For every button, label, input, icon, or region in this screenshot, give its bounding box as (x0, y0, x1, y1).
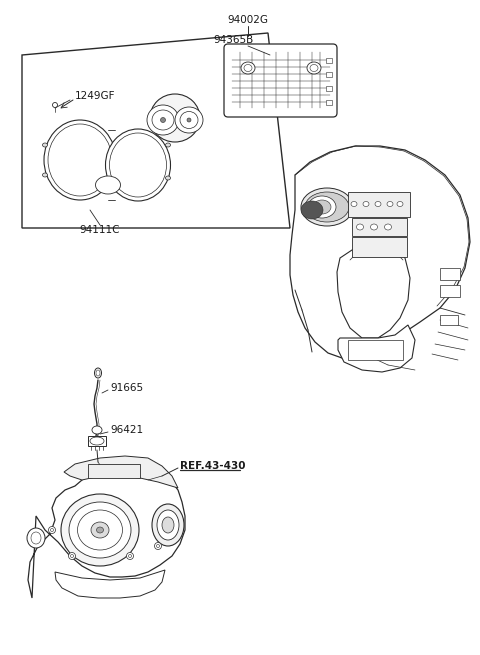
Bar (88, 464, 140, 478)
Ellipse shape (109, 133, 167, 197)
Polygon shape (290, 146, 470, 358)
Ellipse shape (155, 542, 161, 550)
Ellipse shape (175, 107, 203, 133)
Bar (440, 315, 458, 325)
Ellipse shape (301, 188, 353, 226)
Text: 94002G: 94002G (228, 15, 268, 25)
Ellipse shape (91, 522, 109, 538)
Ellipse shape (48, 124, 112, 196)
Text: 94111C: 94111C (80, 225, 120, 235)
Ellipse shape (310, 64, 318, 71)
Ellipse shape (241, 62, 255, 74)
Ellipse shape (96, 370, 100, 376)
Ellipse shape (106, 129, 170, 201)
Ellipse shape (244, 64, 252, 71)
Bar (348, 192, 410, 217)
Ellipse shape (180, 111, 198, 128)
Ellipse shape (307, 62, 321, 74)
Ellipse shape (397, 202, 403, 206)
Bar (352, 218, 407, 236)
Bar (352, 237, 407, 257)
Ellipse shape (375, 202, 381, 206)
Ellipse shape (129, 555, 132, 557)
Ellipse shape (95, 368, 101, 378)
Ellipse shape (92, 426, 102, 434)
Ellipse shape (157, 510, 179, 540)
Bar (440, 268, 460, 280)
Ellipse shape (71, 555, 73, 557)
Ellipse shape (162, 517, 174, 533)
Ellipse shape (384, 224, 392, 230)
Ellipse shape (96, 176, 120, 194)
Ellipse shape (27, 528, 45, 548)
Polygon shape (337, 245, 410, 338)
Ellipse shape (127, 553, 133, 559)
Polygon shape (22, 33, 290, 228)
Ellipse shape (308, 196, 336, 218)
Ellipse shape (351, 202, 357, 206)
Ellipse shape (31, 532, 41, 544)
Ellipse shape (96, 527, 104, 533)
Polygon shape (64, 456, 178, 488)
Ellipse shape (313, 200, 331, 214)
Ellipse shape (301, 201, 323, 219)
Ellipse shape (152, 110, 174, 130)
Polygon shape (55, 570, 165, 598)
Ellipse shape (61, 494, 139, 566)
Text: 1249GF: 1249GF (75, 91, 116, 101)
Ellipse shape (77, 510, 122, 550)
Bar (440, 285, 460, 297)
Ellipse shape (52, 102, 58, 107)
Ellipse shape (156, 544, 159, 548)
Bar (348, 340, 403, 360)
Ellipse shape (147, 105, 179, 135)
Ellipse shape (48, 527, 56, 534)
Ellipse shape (166, 143, 170, 147)
Bar (88, 436, 106, 446)
Bar (326, 100, 332, 105)
Ellipse shape (357, 224, 363, 230)
Ellipse shape (43, 173, 48, 177)
Polygon shape (338, 325, 415, 372)
Ellipse shape (166, 176, 170, 180)
Ellipse shape (387, 202, 393, 206)
Text: 96421: 96421 (110, 425, 143, 435)
Ellipse shape (90, 437, 104, 445)
Ellipse shape (187, 118, 191, 122)
Ellipse shape (50, 529, 53, 531)
Ellipse shape (150, 94, 200, 142)
Ellipse shape (305, 192, 349, 222)
Text: 94365B: 94365B (214, 35, 254, 45)
Ellipse shape (43, 143, 48, 147)
Ellipse shape (371, 224, 377, 230)
Text: REF.43-430: REF.43-430 (180, 461, 245, 471)
Ellipse shape (44, 120, 116, 200)
FancyBboxPatch shape (224, 44, 337, 117)
Ellipse shape (363, 202, 369, 206)
Ellipse shape (152, 504, 184, 546)
Ellipse shape (69, 502, 131, 558)
Ellipse shape (160, 117, 166, 122)
Bar (326, 72, 332, 77)
Polygon shape (28, 462, 185, 598)
Ellipse shape (69, 553, 75, 559)
Bar (326, 86, 332, 91)
Text: 91665: 91665 (110, 383, 143, 393)
Bar (326, 58, 332, 63)
